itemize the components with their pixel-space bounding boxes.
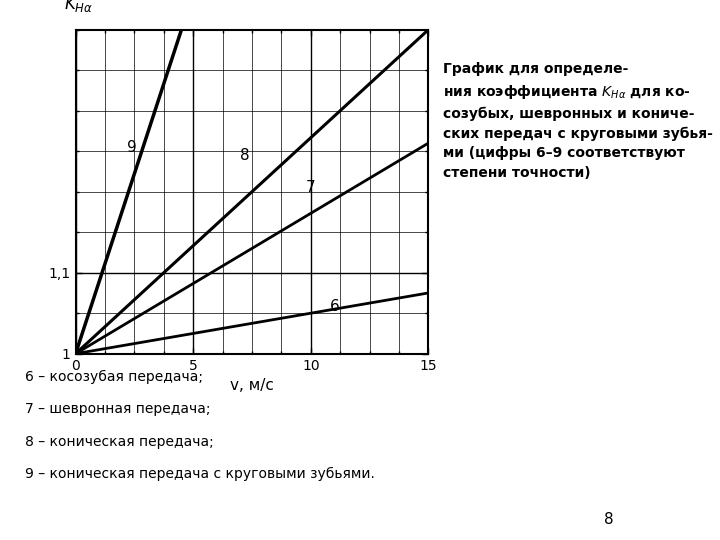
Text: График для определе-
ния коэффициента $K_{H\alpha}$ для ко-
созубых, шевронных и: График для определе- ния коэффициента $K… — [443, 62, 713, 179]
Text: 9 – коническая передача с круговыми зубьями.: 9 – коническая передача с круговыми зубь… — [25, 467, 375, 481]
Text: 6: 6 — [330, 299, 339, 314]
Text: 8: 8 — [240, 148, 250, 163]
Text: 6 – косозубая передача;: 6 – косозубая передача; — [25, 370, 203, 384]
X-axis label: v, м/с: v, м/с — [230, 378, 274, 393]
Text: 8 – коническая передача;: 8 – коническая передача; — [25, 435, 214, 449]
Text: $K_{H\alpha}$: $K_{H\alpha}$ — [64, 0, 93, 14]
Text: 7: 7 — [306, 180, 316, 195]
Text: 8: 8 — [603, 511, 613, 526]
Text: 7 – шевронная передача;: 7 – шевронная передача; — [25, 402, 211, 416]
Text: 9: 9 — [127, 140, 137, 154]
